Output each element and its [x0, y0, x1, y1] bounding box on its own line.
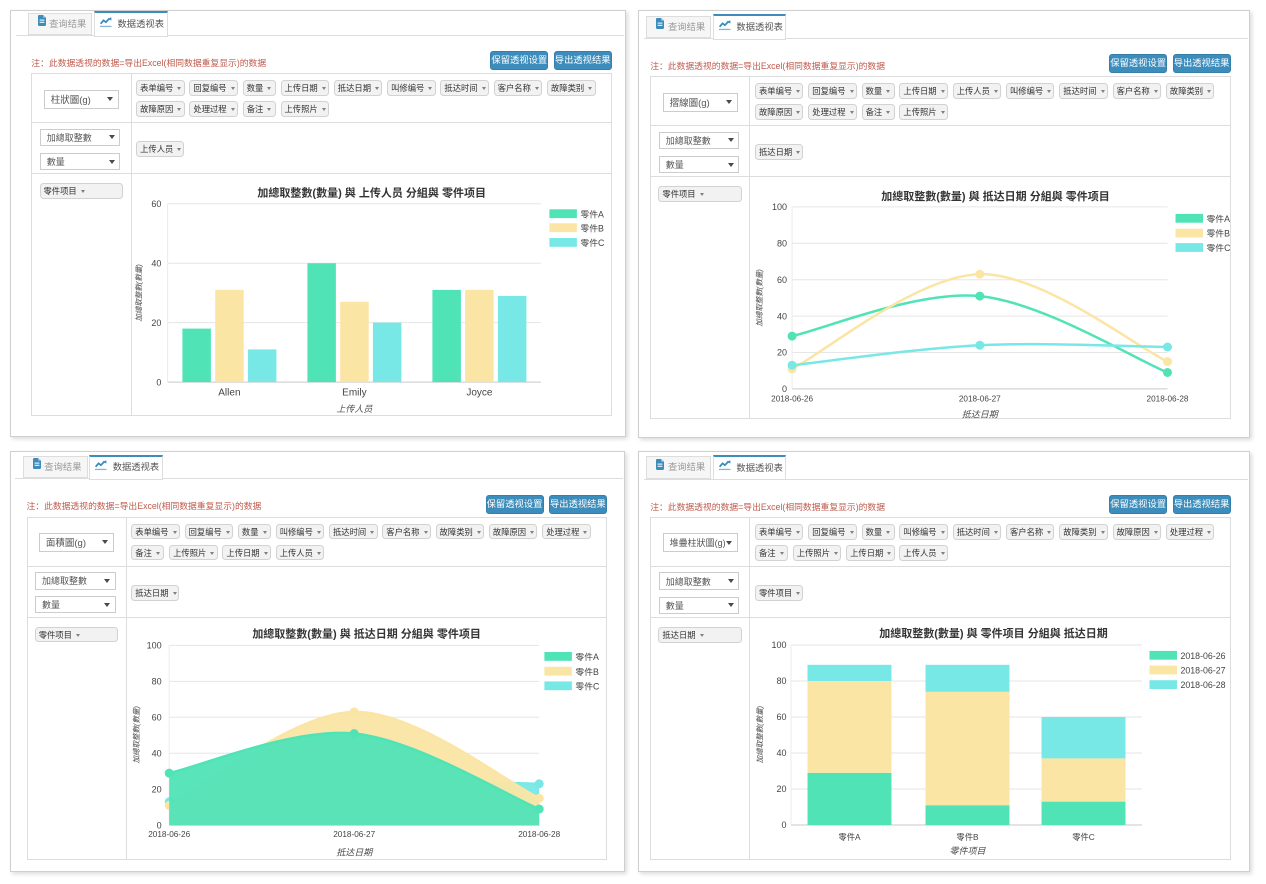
svg-text:100: 100	[146, 640, 161, 650]
svg-text:0: 0	[156, 820, 161, 830]
svg-text:20: 20	[777, 348, 787, 358]
svg-text:抵达日期: 抵达日期	[336, 847, 374, 857]
svg-text:2018-06-28: 2018-06-28	[1181, 680, 1226, 690]
svg-text:20: 20	[151, 784, 161, 794]
svg-text:0: 0	[782, 384, 787, 394]
svg-text:加總取整數(數量): 加總取整數(數量)	[756, 705, 765, 763]
svg-text:0: 0	[782, 820, 787, 830]
svg-text:60: 60	[151, 199, 161, 209]
svg-text:60: 60	[777, 712, 787, 722]
svg-text:100: 100	[772, 202, 787, 212]
svg-text:零件B: 零件B	[1207, 228, 1231, 239]
svg-text:零件B: 零件B	[580, 222, 604, 233]
svg-text:零件C: 零件C	[575, 680, 600, 691]
svg-text:加總取整數(數量): 加總取整數(數量)	[132, 705, 141, 763]
svg-text:2018-06-27: 2018-06-27	[959, 394, 1001, 403]
svg-text:零件C: 零件C	[1207, 242, 1232, 253]
svg-text:零件C: 零件C	[1073, 832, 1096, 842]
svg-text:零件A: 零件A	[580, 208, 604, 219]
svg-text:100: 100	[772, 640, 787, 650]
svg-text:零件C: 零件C	[580, 237, 605, 248]
svg-text:零件B: 零件B	[575, 665, 599, 676]
svg-text:2018-06-28: 2018-06-28	[1147, 394, 1189, 403]
svg-text:加總取整數(數量): 加總取整數(數量)	[134, 264, 143, 322]
svg-text:20: 20	[777, 784, 787, 794]
svg-text:零件A: 零件A	[1207, 213, 1231, 224]
svg-text:Joyce: Joyce	[466, 387, 493, 398]
svg-text:Allen: Allen	[218, 387, 240, 398]
svg-text:2018-06-27: 2018-06-27	[333, 830, 375, 839]
svg-text:40: 40	[151, 748, 161, 758]
svg-text:40: 40	[777, 311, 787, 321]
svg-text:加總取整數(數量) 與 上传人员 分組與 零件项目: 加總取整數(數量) 與 上传人员 分組與 零件项目	[257, 185, 486, 199]
svg-text:2018-06-27: 2018-06-27	[1181, 665, 1226, 675]
svg-text:40: 40	[151, 258, 161, 268]
svg-text:60: 60	[151, 712, 161, 722]
svg-text:2018-06-28: 2018-06-28	[518, 830, 560, 839]
svg-text:80: 80	[151, 676, 161, 686]
svg-text:40: 40	[777, 748, 787, 758]
svg-text:上传人员: 上传人员	[336, 404, 373, 414]
svg-text:加總取整數(數量): 加總取整數(數量)	[755, 269, 764, 327]
svg-text:零件项目: 零件项目	[950, 846, 987, 856]
svg-text:2018-06-26: 2018-06-26	[772, 394, 814, 403]
svg-text:加總取整數(數量) 與 零件项目 分組與 抵达日期: 加總取整數(數量) 與 零件项目 分組與 抵达日期	[880, 626, 1109, 640]
svg-text:零件A: 零件A	[839, 832, 862, 842]
svg-text:0: 0	[156, 377, 161, 387]
svg-text:80: 80	[777, 676, 787, 686]
svg-text:80: 80	[777, 239, 787, 249]
svg-text:60: 60	[777, 275, 787, 285]
svg-text:抵达日期: 抵达日期	[962, 409, 1000, 419]
svg-text:加總取整數(數量) 與 抵达日期 分組與 零件项目: 加總取整數(數量) 與 抵达日期 分組與 零件项目	[252, 626, 481, 640]
svg-text:零件B: 零件B	[957, 832, 980, 842]
svg-text:2018-06-26: 2018-06-26	[148, 830, 190, 839]
svg-text:2018-06-26: 2018-06-26	[1181, 651, 1226, 661]
svg-text:零件A: 零件A	[575, 651, 599, 662]
svg-text:20: 20	[151, 318, 161, 328]
svg-text:Emily: Emily	[342, 387, 366, 398]
svg-text:加總取整數(數量) 與 抵达日期 分組與 零件项目: 加總取整數(數量) 與 抵达日期 分組與 零件项目	[882, 189, 1111, 203]
